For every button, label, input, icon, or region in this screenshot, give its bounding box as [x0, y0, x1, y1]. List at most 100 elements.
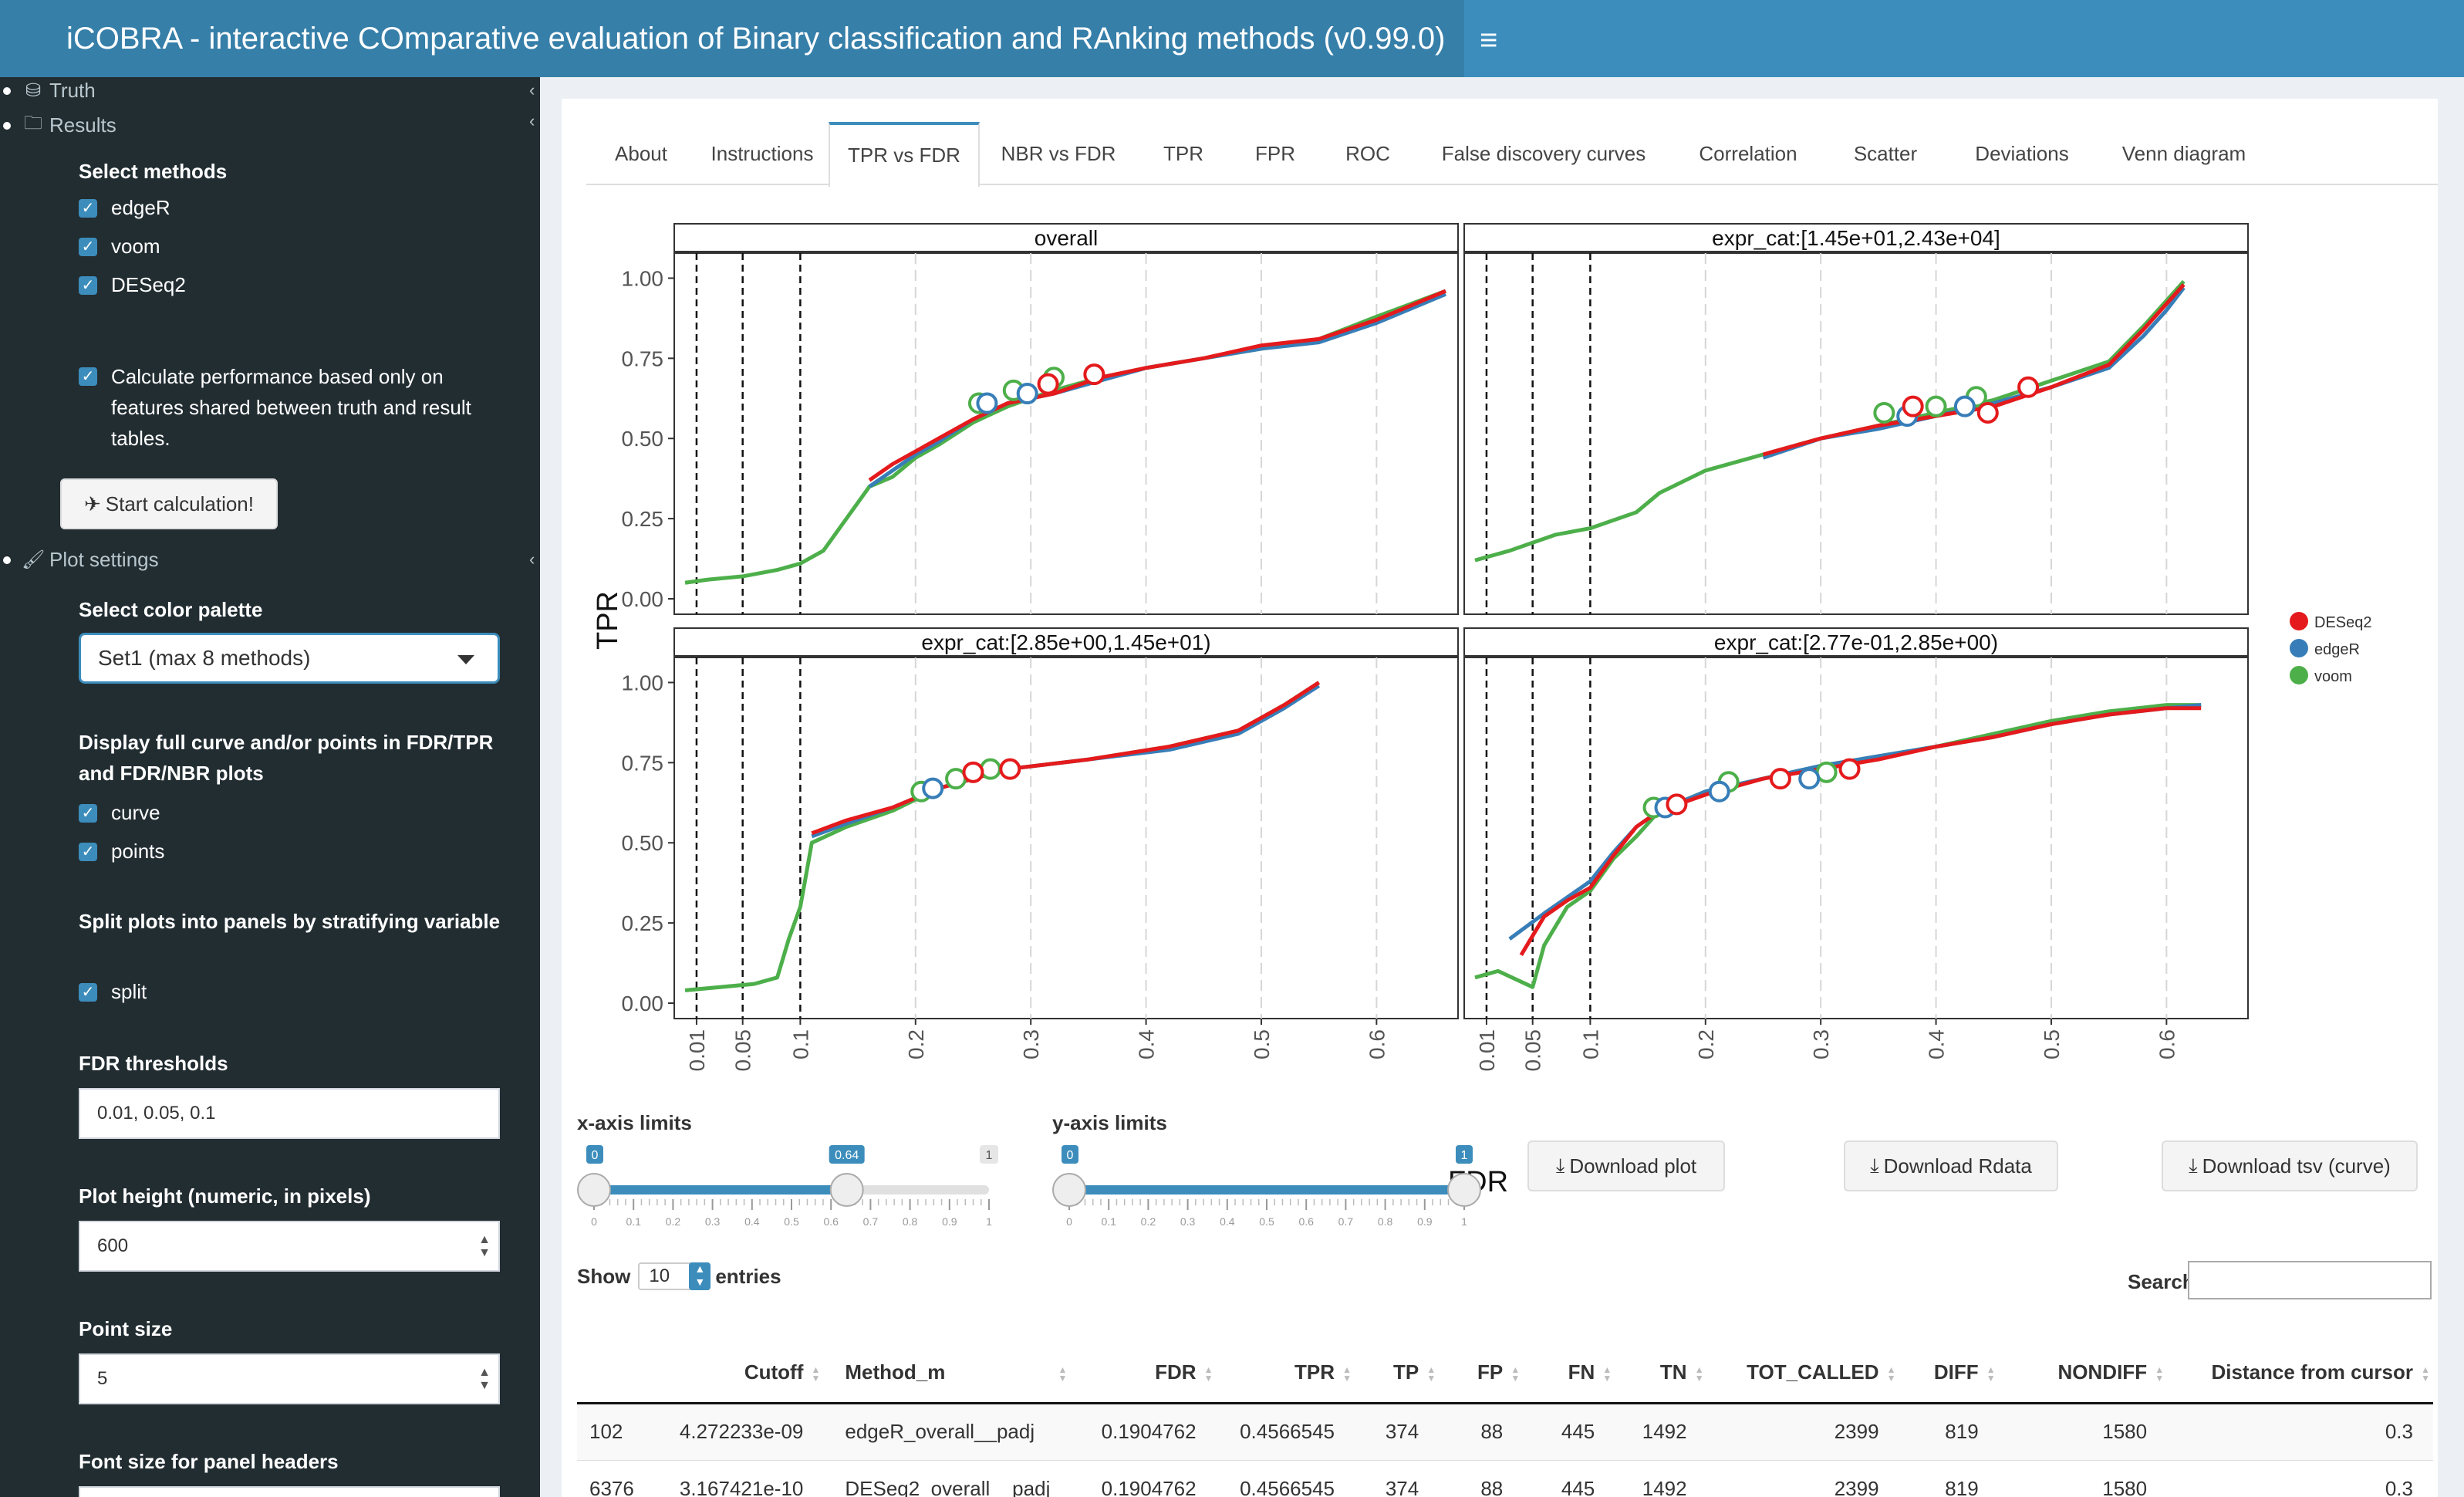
shared-features-checkbox[interactable]: ✓ Calculate performance based only on fea…: [79, 361, 511, 454]
color-palette-label: Select color palette: [79, 598, 263, 621]
slider-handle[interactable]: [829, 1173, 864, 1207]
data-point-edger: [922, 777, 944, 799]
y-tick-label: 1.00: [622, 671, 664, 694]
slider-tick-label: 0.6: [823, 1215, 839, 1228]
panel-header: [673, 223, 1459, 252]
series-line-deseq2: [811, 681, 1321, 836]
plot-height-label: Plot height (numeric, in pixels): [79, 1184, 371, 1208]
checkbox-icon[interactable]: ✓: [79, 982, 97, 1002]
download-tsv-button[interactable]: ⤓ Download tsv (curve): [2162, 1140, 2418, 1191]
sidebar-toggle-icon[interactable]: ≡: [1480, 23, 1498, 57]
x-tick-label: 0.2: [904, 1029, 928, 1059]
method-checkbox-deseq2[interactable]: ✓ DESeq2: [79, 273, 186, 297]
x-tick-label: 0.3: [1809, 1029, 1833, 1059]
split-checkbox[interactable]: ✓ split: [79, 980, 147, 1004]
collapse-icon[interactable]: ‹: [529, 80, 535, 100]
font-size-input[interactable]: [79, 1486, 500, 1497]
column-header[interactable]: [577, 1343, 670, 1404]
stepper-icon[interactable]: ▲ ▼: [478, 1366, 491, 1392]
method-checkbox-edger[interactable]: ✓ edgeR: [79, 196, 170, 220]
download-rdata-button[interactable]: ⤓ Download Rdata: [1844, 1140, 2058, 1191]
data-point-voom: [945, 768, 967, 790]
split-label: Split plots into panels by stratifying v…: [79, 910, 501, 933]
table-row[interactable]: 102 4.272233e-09 edgeR_overall__padj 0.1…: [577, 1402, 2433, 1460]
sidebar-item-results[interactable]: 🗀 Results: [0, 110, 116, 141]
column-header[interactable]: TP ▲ ▼: [1355, 1343, 1440, 1404]
tab-fpr[interactable]: FPR: [1255, 142, 1295, 165]
checkbox-icon[interactable]: ✓: [79, 367, 97, 386]
series-line-deseq2: [868, 289, 1446, 482]
slider-range: [594, 1185, 847, 1195]
legend-swatch-edger: [2290, 639, 2308, 657]
slider-handle[interactable]: [1447, 1173, 1481, 1207]
collapse-icon[interactable]: ‹: [529, 549, 535, 569]
slider-handle[interactable]: [1052, 1173, 1086, 1207]
column-header[interactable]: Distance from cursor ▲ ▼: [2167, 1343, 2433, 1404]
start-calculation-button[interactable]: ✈ Start calculation!: [60, 478, 278, 529]
sidebar-item-plot-settings[interactable]: 🖌 Plot settings: [0, 548, 159, 572]
data-point-voom: [1873, 401, 1895, 424]
color-palette-select[interactable]: Set1 (max 8 methods): [79, 633, 500, 684]
slider-tick-label: 0.1: [1101, 1215, 1116, 1228]
column-header[interactable]: TN ▲ ▼: [1615, 1343, 1707, 1404]
legend-swatch-voom: [2290, 666, 2308, 684]
search-input[interactable]: [2188, 1261, 2432, 1299]
tab-tpr-vs-fdr[interactable]: TPR vs FDR: [829, 122, 980, 187]
column-header[interactable]: FP ▲ ▼: [1439, 1343, 1524, 1404]
sidebar-item-truth[interactable]: ⛁ Truth: [0, 79, 96, 103]
chart-panel: expr_cat:[1.45e+01,2.43e+04]: [1463, 223, 2249, 615]
data-point-edger: [1953, 395, 1976, 417]
x-tick-label: 0.3: [1019, 1029, 1043, 1059]
tab-roc[interactable]: ROC: [1345, 142, 1390, 165]
stepper-icon[interactable]: ▲ ▼: [478, 1233, 491, 1259]
data-point-edger: [976, 392, 998, 414]
collapse-icon[interactable]: ‹: [529, 111, 535, 130]
column-header[interactable]: FN ▲ ▼: [1523, 1343, 1615, 1404]
tab-deviations[interactable]: Deviations: [1975, 142, 2069, 165]
slider-handle[interactable]: [577, 1173, 611, 1207]
tab-nbr-vs-fdr[interactable]: NBR vs FDR: [1001, 142, 1116, 165]
tab-false-discovery-curves[interactable]: False discovery curves: [1441, 142, 1646, 165]
plot-height-input[interactable]: 600 ▲ ▼: [79, 1221, 500, 1272]
column-header[interactable]: Method_m ▲ ▼: [823, 1343, 1071, 1404]
checkbox-icon[interactable]: ✓: [79, 198, 97, 218]
slider-tick-label: 0.4: [1220, 1215, 1235, 1228]
tab-about[interactable]: About: [615, 142, 667, 165]
tab-correlation[interactable]: Correlation: [1699, 142, 1797, 165]
table-row[interactable]: 6376 3.167421e-10 DESeq2_overall__padj 0…: [577, 1459, 2433, 1497]
data-point-edger: [1708, 780, 1730, 803]
column-header[interactable]: FDR ▲ ▼: [1070, 1343, 1217, 1404]
column-header[interactable]: Cutoff ▲ ▼: [669, 1343, 824, 1404]
checkbox-icon[interactable]: ✓: [79, 275, 97, 295]
checkbox-icon[interactable]: ✓: [79, 803, 97, 823]
point-size-input[interactable]: 5 ▲ ▼: [79, 1353, 500, 1404]
data-point-deseq2: [1769, 768, 1791, 790]
app-title: iCOBRA - interactive COmparative evaluat…: [0, 0, 1464, 77]
tab-instructions[interactable]: Instructions: [711, 142, 814, 165]
panel-header: [1463, 223, 2249, 252]
column-header[interactable]: NONDIFF ▲ ▼: [1998, 1343, 2168, 1404]
tab-scatter[interactable]: Scatter: [1853, 142, 1918, 165]
display-curve-checkbox[interactable]: ✓ curve: [79, 801, 160, 825]
chevron-updown-icon: ▲ ▼: [689, 1262, 711, 1290]
checkbox-icon[interactable]: ✓: [79, 842, 97, 861]
column-header[interactable]: TPR ▲ ▼: [1216, 1343, 1355, 1404]
display-points-checkbox[interactable]: ✓ points: [79, 840, 164, 863]
download-plot-button[interactable]: ⤓ Download plot: [1527, 1140, 1725, 1191]
column-header[interactable]: DIFF ▲ ▼: [1899, 1343, 1999, 1404]
checkbox-icon[interactable]: ✓: [79, 237, 97, 256]
y-tick-label: 0.00: [622, 587, 664, 611]
slider-tick-label: 0.3: [705, 1215, 721, 1228]
tab-venn-diagram[interactable]: Venn diagram: [2121, 142, 2246, 165]
column-header[interactable]: TOT_CALLED ▲ ▼: [1706, 1343, 1899, 1404]
entries-select[interactable]: 10 ▲ ▼: [638, 1262, 711, 1290]
panel-plot: [673, 657, 1459, 1019]
fdr-thresholds-input[interactable]: 0.01, 0.05, 0.1: [79, 1088, 500, 1139]
panel-title: expr_cat:[2.85e+00,1.45e+01): [921, 630, 1210, 654]
tab-tpr[interactable]: TPR: [1163, 142, 1203, 165]
x-tick-label: 0.5: [1250, 1029, 1274, 1059]
sort-icon: ▲ ▼: [1986, 1364, 1996, 1384]
method-checkbox-voom[interactable]: ✓ voom: [79, 235, 160, 259]
slider-tick-label: 1: [1461, 1215, 1467, 1228]
data-point-deseq2: [1037, 373, 1059, 395]
